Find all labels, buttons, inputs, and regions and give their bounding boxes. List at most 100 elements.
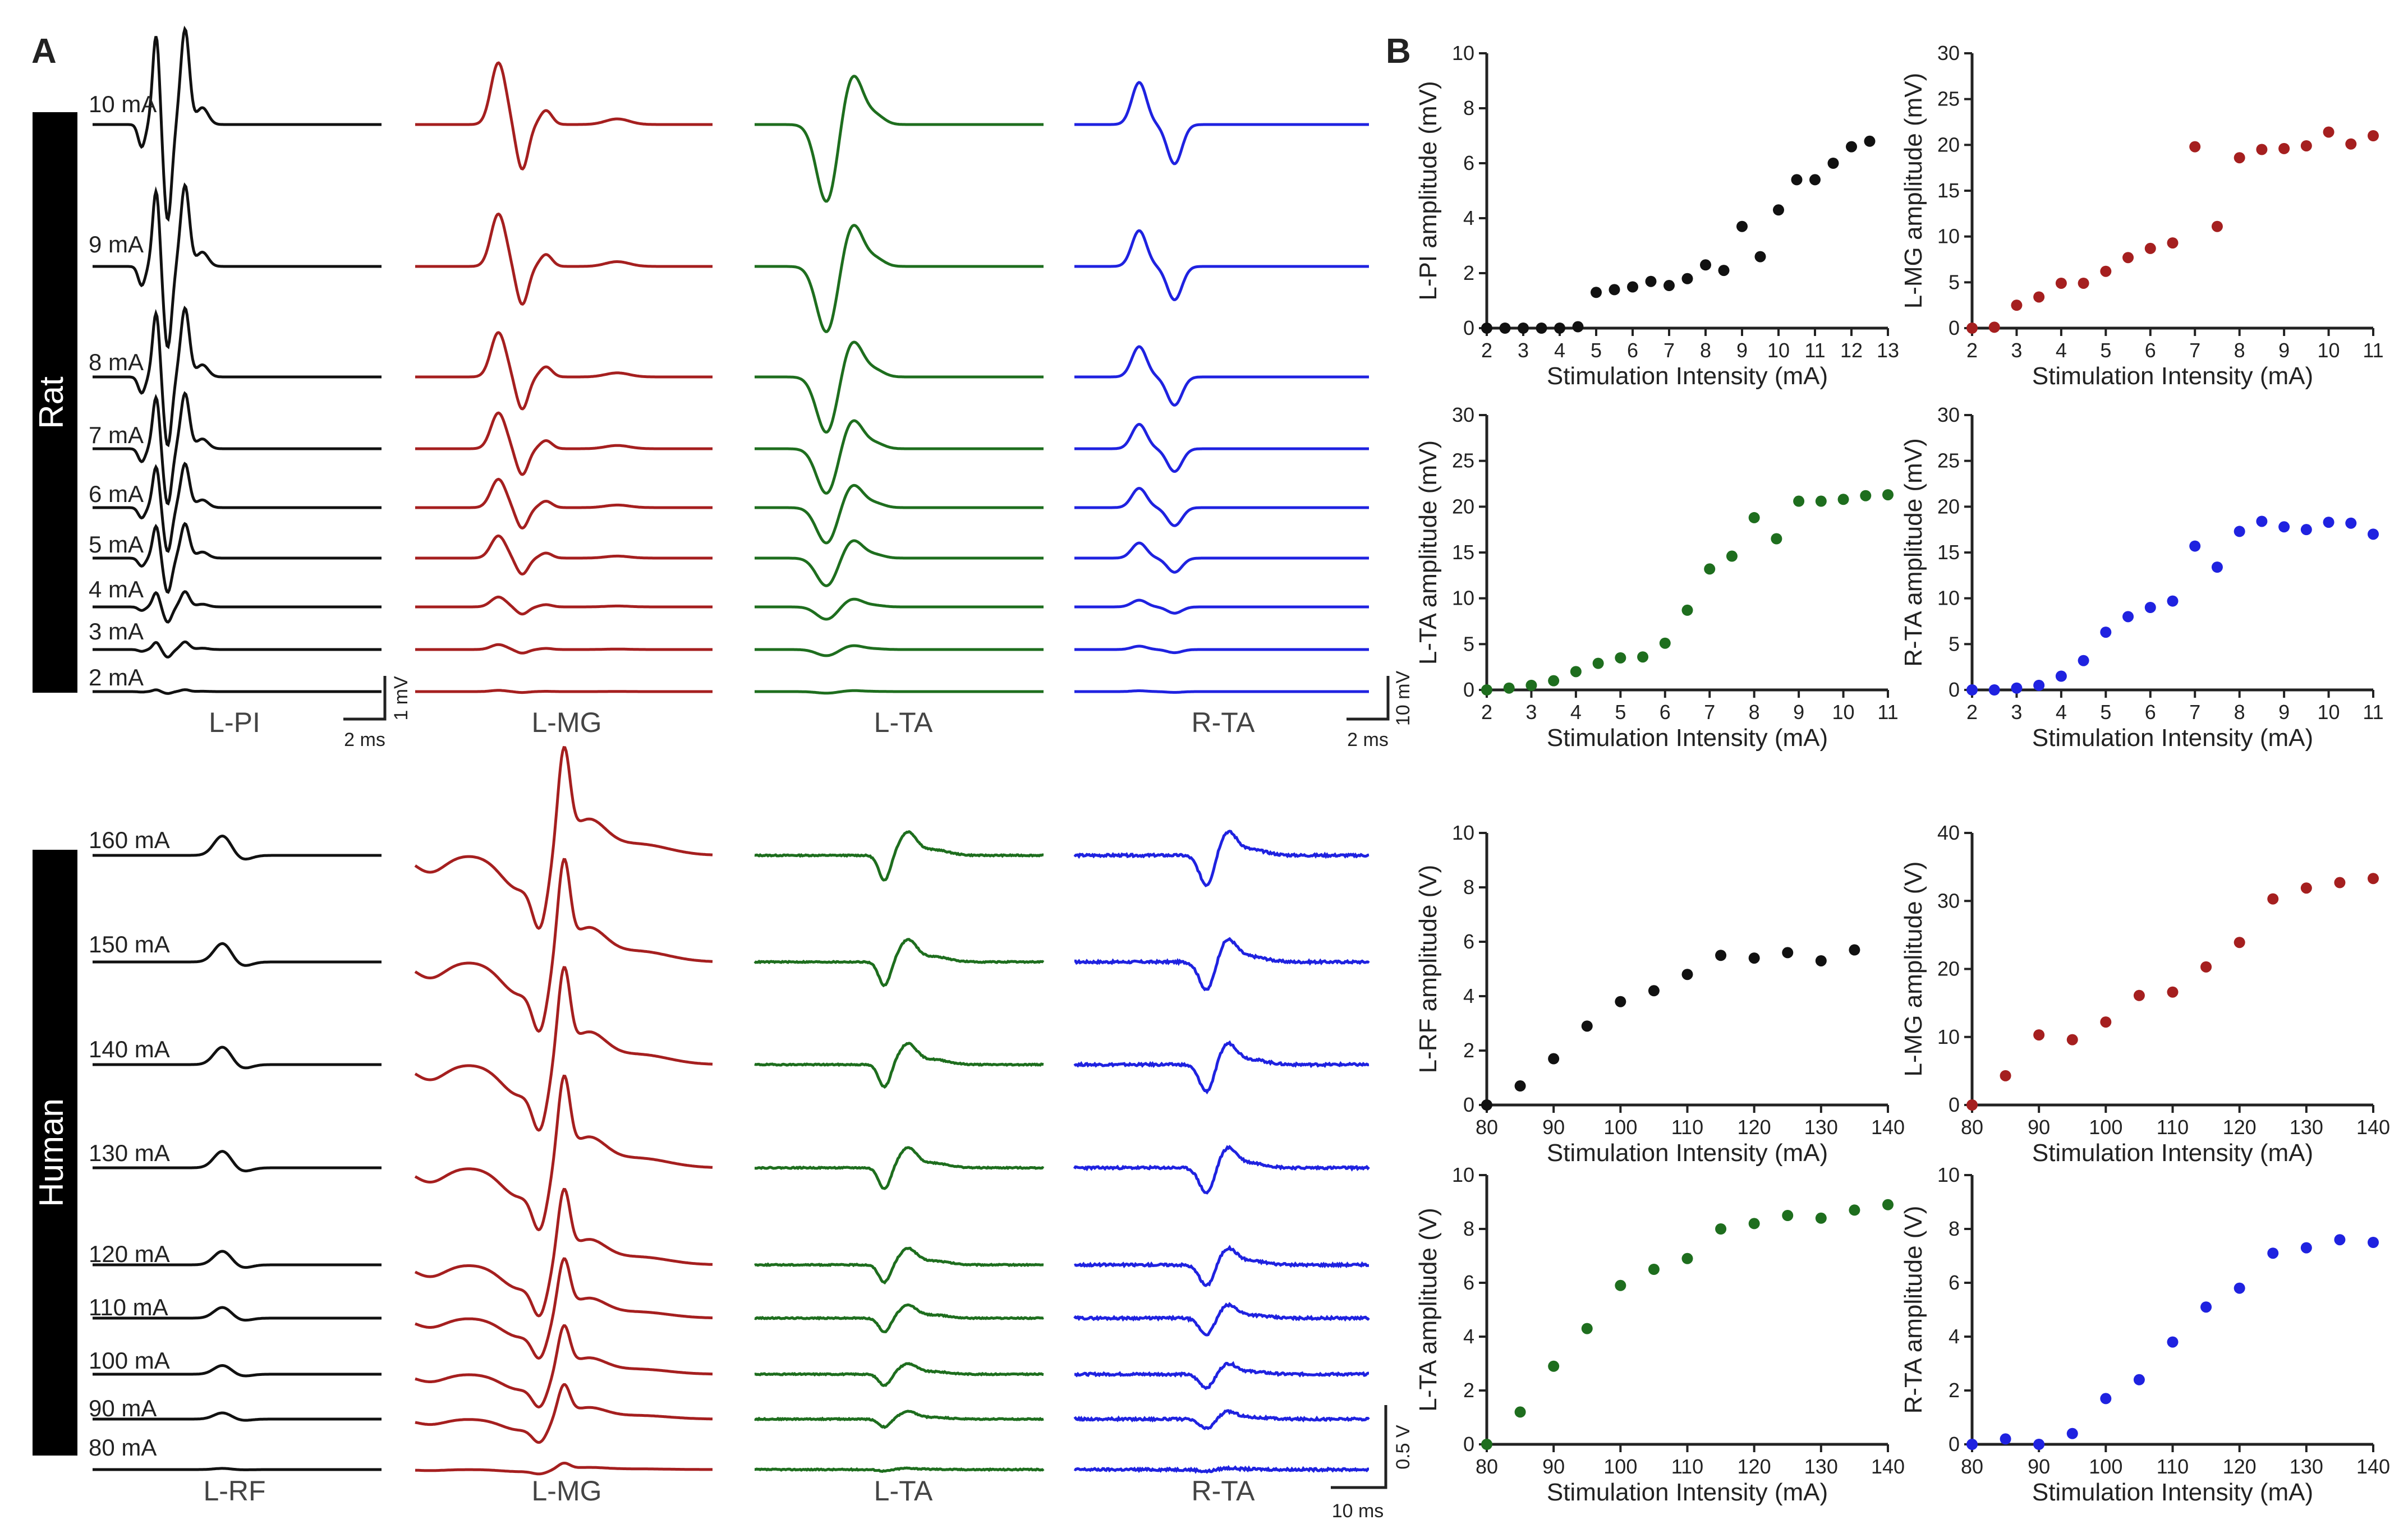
data-point <box>2234 152 2245 164</box>
data-point <box>1536 323 1547 334</box>
rat-scale-bar-left-time: 2 ms <box>344 729 385 750</box>
y-axis-label: L-MG amplitude (V) <box>1900 862 1927 1077</box>
x-tick-label: 5 <box>1615 701 1626 724</box>
y-tick-label: 0 <box>1463 678 1474 701</box>
y-tick-label: 30 <box>1452 403 1474 426</box>
data-point <box>2368 528 2379 540</box>
rat-trace <box>415 534 713 576</box>
human-muscle-labels: L-RF L-MG L-TA R-TA <box>203 1475 1255 1507</box>
rat-trace <box>93 25 382 222</box>
rat-trace <box>1074 644 1369 655</box>
y-axis-label: R-TA amplitude (V) <box>1900 1206 1927 1414</box>
y-tick-label: 15 <box>1937 179 1960 202</box>
human-trace <box>93 1046 382 1070</box>
data-point <box>2300 882 2312 894</box>
x-tick-label: 4 <box>2056 701 2067 724</box>
chart-human-lrf: 80 90 100 110 120 130 140 0 2 4 6 8 10 Stimulation In… <box>1414 821 1905 1167</box>
x-tick-label: 80 <box>1476 1455 1498 1478</box>
y-tick-label: 10 <box>1937 1163 1960 1186</box>
human-trace <box>93 834 382 861</box>
data-point <box>1591 287 1602 298</box>
x-tick-label: 5 <box>2100 701 2111 724</box>
data-point <box>1592 657 1604 669</box>
data-point <box>1966 684 1978 696</box>
panel-b-label: B <box>1386 32 1411 71</box>
y-tick-label: 20 <box>1452 495 1474 518</box>
human-trace <box>414 1074 713 1232</box>
x-tick-label: 7 <box>2189 701 2200 724</box>
data-point <box>2323 126 2335 138</box>
rat-scale-bar-right: 2 ms 10 mV <box>1347 671 1414 750</box>
data-point <box>2100 265 2112 277</box>
x-tick-label: 100 <box>2089 1116 2122 1139</box>
x-tick-label: 110 <box>1671 1116 1703 1139</box>
human-trace <box>754 1466 1045 1473</box>
y-tick-label: 4 <box>1463 1325 1474 1348</box>
data-point <box>2345 517 2357 529</box>
rat-intensity-label: 4 mA <box>89 576 144 602</box>
data-point <box>2345 138 2357 150</box>
chart-rat-lta: 2 3 4 5 6 7 8 9 10 11 0 5 10 15 20 25 30 Stimulation Inte… <box>1414 403 1899 752</box>
x-tick-label: 2 <box>1481 339 1492 362</box>
data-point <box>2189 540 2201 552</box>
data-point <box>1782 1210 1794 1221</box>
y-tick-label: 10 <box>1937 587 1960 610</box>
chart-rat-lmg: 2 3 4 5 6 7 8 9 10 11 0 5 10 15 20 25 30 Stimulation Inte… <box>1900 42 2384 390</box>
data-point <box>1966 1099 1978 1111</box>
human-trace <box>93 1306 382 1322</box>
data-point <box>2334 1234 2346 1246</box>
x-axis-label: Stimulation Intensity (mA) <box>1547 1479 1828 1506</box>
human-scale-bar-time: 10 ms <box>1332 1500 1384 1522</box>
x-tick-label: 90 <box>2028 1455 2050 1478</box>
data-point <box>2267 893 2279 905</box>
data-point <box>1518 323 1529 334</box>
rat-trace <box>1074 689 1369 694</box>
x-tick-label: 11 <box>2363 339 2383 362</box>
x-tick-label: 10 <box>1767 339 1790 362</box>
rat-intensity-label: 9 mA <box>89 231 144 257</box>
y-tick-label: 6 <box>1949 1271 1960 1294</box>
data-point <box>1827 158 1839 169</box>
x-tick-label: 7 <box>1663 339 1675 362</box>
x-axis-label: Stimulation Intensity (mA) <box>2032 724 2313 752</box>
data-point <box>1627 281 1638 293</box>
y-tick-label: 8 <box>1463 96 1474 119</box>
y-tick-label: 0 <box>1463 1433 1474 1456</box>
data-point <box>2256 144 2268 155</box>
y-tick-label: 0 <box>1463 1093 1474 1116</box>
rat-trace <box>93 305 382 448</box>
x-tick-label: 130 <box>2290 1455 2323 1478</box>
chart-human-lmg: 80 90 100 110 120 130 140 0 10 20 30 40 Stimulation … <box>1900 821 2390 1167</box>
rat-scale-bar-right-amp: 10 mV <box>1393 671 1414 726</box>
data-point <box>2133 989 2145 1001</box>
data-point <box>1715 1223 1727 1235</box>
human-muscle-label: R-TA <box>1192 1475 1256 1507</box>
x-axis-label: Stimulation Intensity (mA) <box>1547 724 1828 752</box>
data-point <box>1681 969 1693 980</box>
x-tick-label: 90 <box>2028 1116 2050 1139</box>
data-point <box>1645 275 1657 287</box>
human-intensity-labels: 160 mA 150 mA 140 mA 130 mA 120 mA 110 m… <box>89 827 170 1461</box>
x-tick-label: 100 <box>1603 1116 1637 1139</box>
human-trace <box>415 1324 713 1409</box>
data-point <box>2066 1034 2078 1046</box>
human-intensity-label: 130 mA <box>89 1140 170 1166</box>
human-trace <box>754 1362 1044 1387</box>
data-point <box>2122 611 2134 623</box>
y-tick-label: 5 <box>1463 632 1474 655</box>
data-point <box>1481 323 1492 334</box>
y-tick-label: 6 <box>1463 930 1474 953</box>
data-point <box>1499 323 1511 334</box>
y-tick-label: 10 <box>1452 1163 1474 1186</box>
y-tick-label: 20 <box>1937 495 1960 518</box>
data-point <box>1681 1252 1693 1264</box>
data-point <box>1860 490 1872 501</box>
data-point <box>2368 873 2379 885</box>
data-point <box>2300 140 2312 151</box>
data-point <box>2211 220 2223 232</box>
data-point <box>2122 252 2134 264</box>
x-tick-label: 80 <box>1961 1116 1983 1139</box>
data-point <box>2234 526 2245 537</box>
rat-trace <box>93 462 382 553</box>
